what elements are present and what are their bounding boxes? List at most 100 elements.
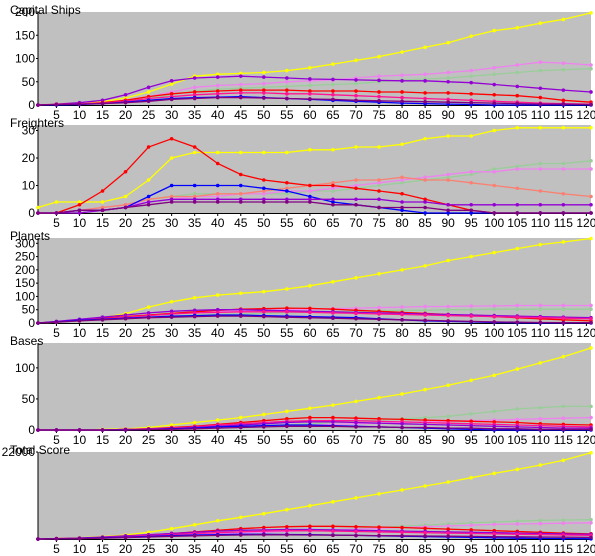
x-tick-label: 75 [372, 433, 386, 447]
data-point [354, 202, 358, 207]
data-point [515, 202, 520, 207]
data-point [377, 183, 381, 188]
data-point [215, 197, 220, 202]
y-tick-label: 250 [15, 250, 35, 264]
x-tick-label: 115 [554, 433, 573, 447]
x-tick-label: 85 [418, 216, 432, 230]
data-point [446, 258, 450, 263]
data-point [492, 183, 497, 188]
data-point [308, 92, 312, 96]
data-point [446, 304, 450, 309]
x-tick-label: 110 [531, 542, 550, 556]
data-point [538, 535, 543, 539]
data-point [561, 521, 566, 525]
y-tick-label: 10 [22, 179, 36, 193]
data-point [331, 186, 335, 191]
data-point [354, 186, 358, 191]
x-tick-label: 100 [484, 216, 504, 230]
x-tick-label: 55 [280, 108, 294, 122]
x-tick-label: 80 [395, 108, 409, 122]
data-point [400, 99, 404, 104]
data-point [515, 315, 520, 319]
x-tick-label: 20 [119, 433, 133, 447]
y-tick-label: 150 [15, 276, 35, 290]
data-point [215, 310, 220, 315]
data-point [192, 522, 197, 527]
x-tick-label: 80 [395, 433, 409, 447]
data-point [515, 535, 520, 539]
data-point [423, 96, 427, 101]
x-tick-label: 25 [142, 326, 156, 340]
data-point [215, 418, 220, 422]
data-point [469, 74, 473, 78]
data-point [262, 91, 266, 95]
data-point [123, 169, 128, 174]
x-tick-label: 10 [73, 433, 87, 447]
data-point [515, 407, 520, 411]
data-point [331, 97, 335, 102]
data-point [331, 311, 335, 315]
data-point [589, 158, 593, 163]
data-point [538, 202, 543, 207]
data-point [400, 417, 404, 422]
data-point [238, 82, 243, 87]
x-tick-label: 55 [280, 433, 294, 447]
y-tick-label: 30 [22, 124, 36, 138]
data-point [308, 66, 312, 70]
data-point [446, 423, 450, 427]
x-tick-label: 30 [165, 326, 179, 340]
data-point [169, 197, 174, 202]
data-point [423, 99, 427, 104]
data-point [36, 103, 40, 107]
data-point [423, 484, 427, 488]
data-point [423, 304, 427, 309]
data-point [262, 75, 266, 79]
x-tick-label: 5 [53, 108, 60, 122]
y-tick-label: 50 [22, 303, 36, 317]
x-tick-label: 65 [326, 326, 340, 340]
data-point [285, 507, 289, 512]
data-point [146, 305, 151, 309]
x-tick-label: 85 [418, 542, 432, 556]
x-tick-label: 50 [257, 433, 271, 447]
data-point [354, 98, 358, 103]
data-point [354, 425, 358, 429]
data-point [215, 314, 220, 318]
data-point [285, 310, 289, 314]
data-point [538, 68, 543, 73]
x-tick-label: 65 [326, 433, 340, 447]
data-point [561, 102, 566, 106]
data-point [285, 88, 289, 92]
data-point [589, 316, 593, 321]
data-point [146, 99, 151, 104]
data-point [331, 420, 335, 424]
x-tick-label: 35 [188, 433, 202, 447]
data-point [589, 236, 593, 241]
data-point [285, 68, 289, 73]
x-tick-label: 60 [303, 542, 317, 556]
data-point [377, 99, 381, 103]
y-tick-label: 50 [22, 392, 36, 406]
data-point [331, 189, 335, 193]
x-tick-label: 20 [119, 108, 133, 122]
y-tick-label: 100 [15, 361, 35, 375]
data-point [423, 425, 427, 430]
x-tick-label: 60 [303, 433, 317, 447]
x-tick-label: 85 [418, 326, 432, 340]
data-point [538, 125, 543, 130]
data-point [515, 164, 520, 169]
series-1 [36, 125, 593, 210]
data-point [285, 96, 289, 101]
x-tick-label: 35 [188, 542, 202, 556]
data-point [589, 125, 593, 130]
data-point [285, 409, 289, 414]
data-point [215, 533, 220, 538]
data-point [238, 314, 243, 318]
data-point [169, 526, 174, 531]
data-point [561, 458, 566, 463]
data-point [354, 89, 358, 93]
data-point [400, 175, 404, 180]
data-point [561, 191, 566, 196]
data-point [446, 319, 450, 323]
data-point [561, 17, 566, 22]
